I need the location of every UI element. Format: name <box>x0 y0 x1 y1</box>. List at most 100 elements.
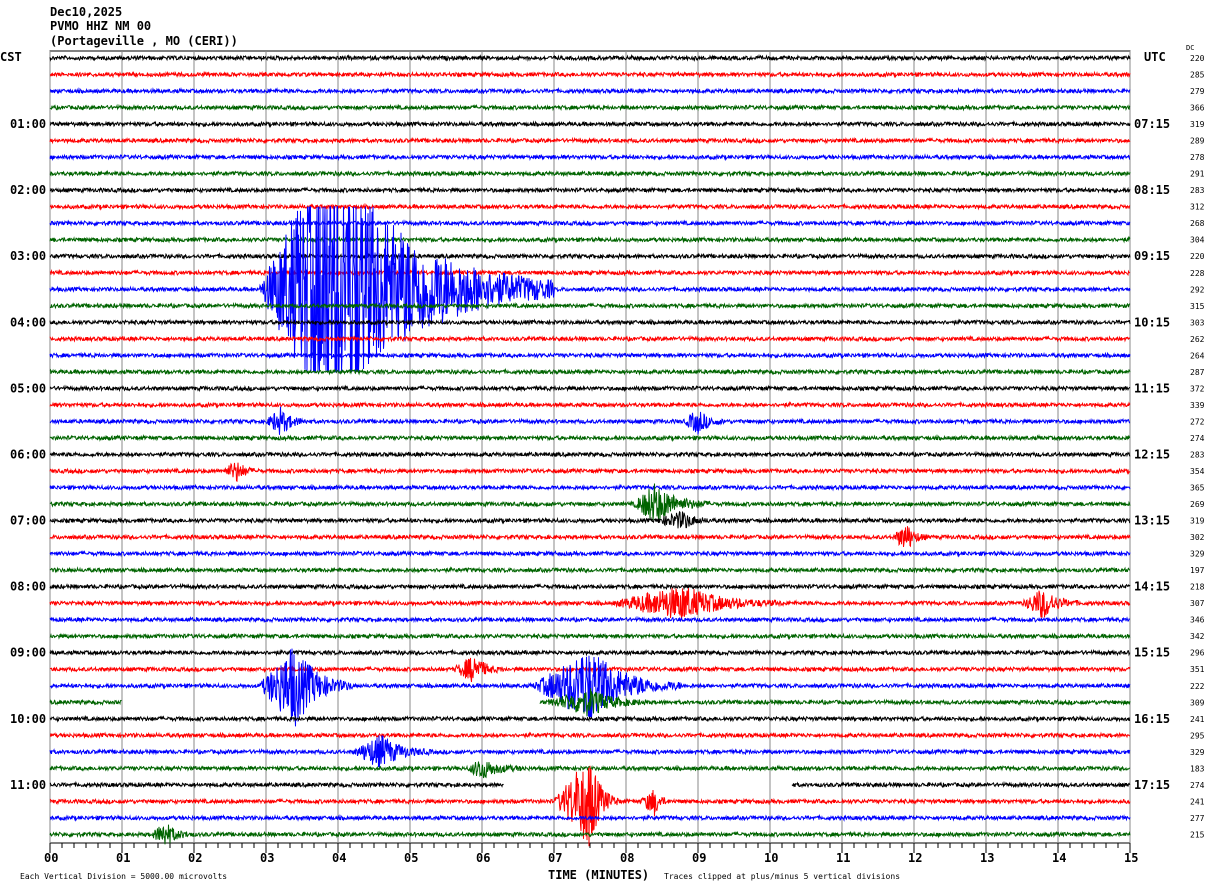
x-tick-label: 08 <box>620 851 634 865</box>
dc-value: 372 <box>1190 384 1205 393</box>
seismic-trace <box>49 400 1131 409</box>
x-tick-label: 12 <box>908 851 922 865</box>
dc-value: 295 <box>1190 731 1205 740</box>
dc-value: 264 <box>1190 351 1205 360</box>
x-tick-label: 13 <box>980 851 994 865</box>
seismic-trace <box>49 103 1131 112</box>
seismic-trace <box>49 714 1131 723</box>
dc-header-label: DC <box>1186 44 1194 52</box>
left-hour-label: 04:00 <box>10 315 46 329</box>
seismic-trace <box>49 483 1131 521</box>
x-tick-label: 07 <box>548 851 562 865</box>
seismic-trace <box>49 549 1131 558</box>
dc-value: 215 <box>1190 830 1205 839</box>
seismic-trace <box>49 406 1131 435</box>
seismic-trace <box>49 153 1131 162</box>
dc-value: 315 <box>1190 302 1205 311</box>
dc-value: 285 <box>1190 71 1205 80</box>
dc-value: 312 <box>1190 203 1205 212</box>
seismic-trace <box>49 384 1131 393</box>
dc-value: 354 <box>1190 467 1205 476</box>
seismic-trace <box>49 202 1131 211</box>
seismic-trace <box>49 526 1131 548</box>
seismic-trace <box>49 318 1131 327</box>
seismic-trace <box>49 648 1131 657</box>
seismic-trace <box>49 136 1131 145</box>
left-hour-label: 08:00 <box>10 580 46 594</box>
dc-value: 319 <box>1190 517 1205 526</box>
seismic-trace <box>50 731 1131 740</box>
x-tick-label: 00 <box>44 851 58 865</box>
left-hour-label: 06:00 <box>10 447 46 461</box>
seismic-trace <box>49 450 1131 459</box>
plot-frame <box>49 50 1131 844</box>
left-hour-label: 01:00 <box>10 117 46 131</box>
left-hour-label: 09:00 <box>10 646 46 660</box>
seismic-trace <box>49 70 1131 79</box>
dc-value: 220 <box>1190 54 1205 63</box>
x-tick-label: 09 <box>692 851 706 865</box>
right-hour-label: 16:15 <box>1134 712 1170 726</box>
seismic-trace <box>49 648 1131 727</box>
right-timezone-label: UTC <box>1144 50 1166 64</box>
left-hour-label: 11:00 <box>10 778 46 792</box>
seismic-trace <box>49 206 1131 373</box>
right-hour-label: 11:15 <box>1134 381 1170 395</box>
left-timezone-label: CST <box>0 50 22 64</box>
dc-value: 277 <box>1190 814 1205 823</box>
right-hour-label: 14:15 <box>1134 580 1170 594</box>
dc-value: 269 <box>1190 500 1205 509</box>
dc-value: 272 <box>1190 417 1205 426</box>
seismic-trace <box>49 824 1131 845</box>
dc-value: 278 <box>1190 153 1205 162</box>
seismic-trace <box>49 186 1131 195</box>
dc-value: 307 <box>1190 599 1205 608</box>
dc-value: 302 <box>1190 533 1205 542</box>
x-tick-label: 11 <box>836 851 850 865</box>
location-label: (Portageville , MO (CERI)) <box>50 34 238 48</box>
dc-value: 309 <box>1190 698 1205 707</box>
seismic-trace <box>49 632 1131 641</box>
seismic-trace <box>539 688 1131 717</box>
seismic-trace <box>49 735 1131 770</box>
dc-value: 222 <box>1190 682 1205 691</box>
seismic-trace <box>49 252 1131 261</box>
dc-value: 183 <box>1190 764 1205 773</box>
dc-value: 241 <box>1190 715 1205 724</box>
x-tick-label: 14 <box>1052 851 1066 865</box>
seismic-trace <box>49 587 1131 621</box>
dc-value: 283 <box>1190 450 1205 459</box>
dc-value: 329 <box>1190 748 1205 757</box>
seismic-trace <box>791 781 1131 789</box>
dc-value: 365 <box>1190 484 1205 493</box>
dc-value: 241 <box>1190 797 1205 806</box>
dc-value: 262 <box>1190 335 1205 344</box>
seismic-trace <box>49 582 1131 591</box>
scale-note: Each Vertical Division = 5000.00 microvo… <box>20 872 227 881</box>
right-hour-label: 09:15 <box>1134 249 1170 263</box>
x-tick-label: 06 <box>476 851 490 865</box>
seismic-trace <box>49 615 1130 624</box>
dc-value: 274 <box>1190 434 1205 443</box>
seismic-trace <box>49 510 1131 529</box>
x-axis-label: TIME (MINUTES) <box>548 868 649 882</box>
dc-value: 218 <box>1190 583 1205 592</box>
right-hour-label: 15:15 <box>1134 646 1170 660</box>
dc-value: 283 <box>1190 186 1205 195</box>
dc-value: 304 <box>1190 236 1205 245</box>
dc-value: 268 <box>1190 219 1205 228</box>
seismic-trace <box>50 86 1131 95</box>
dc-value: 342 <box>1190 632 1205 641</box>
seismic-trace <box>49 119 1131 128</box>
seismic-trace <box>49 367 1131 376</box>
seismic-trace <box>49 301 1131 310</box>
clip-note: Traces clipped at plus/minus 5 vertical … <box>664 872 900 881</box>
seismic-trace <box>49 169 1131 178</box>
left-hour-label: 05:00 <box>10 381 46 395</box>
dc-value: 351 <box>1190 665 1205 674</box>
dc-value: 291 <box>1190 170 1205 179</box>
seismic-trace <box>49 351 1131 360</box>
x-tick-label: 05 <box>404 851 418 865</box>
seismic-trace <box>49 433 1131 442</box>
